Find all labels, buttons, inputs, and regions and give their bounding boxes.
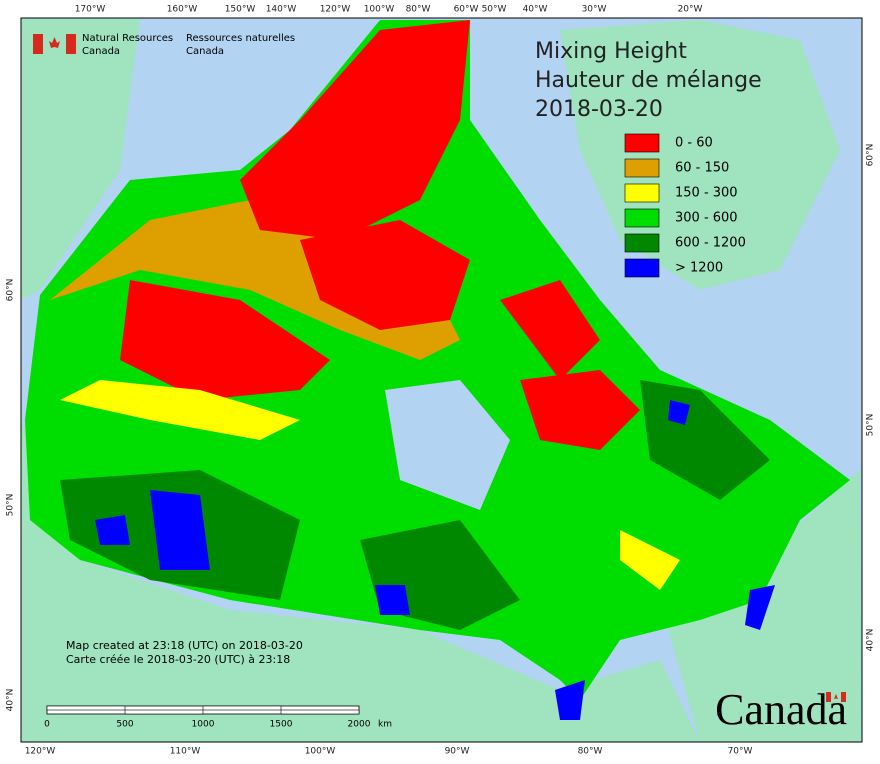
flag-logo [33,34,76,54]
longitude-label: 30°W [582,5,607,15]
latitude-label: 40°N [866,629,876,652]
longitude-label: 170°W [75,5,106,15]
longitude-label: 150°W [225,5,256,15]
map-title: Mixing Height [535,39,687,64]
longitude-label: 120°W [25,747,56,757]
org-name-en: Canada [82,46,120,57]
legend-swatch [624,133,660,153]
longitude-label: 40°W [523,5,548,15]
legend-label: 60 - 150 [675,161,729,176]
longitude-label: 100°W [305,747,336,757]
scale-label: 0 [44,720,50,730]
longitude-label: 60°W [454,5,479,15]
legend-label: 0 - 60 [675,136,713,151]
legend-swatch [624,183,660,203]
map-title: 2018-03-20 [535,97,663,122]
wordmark: Canada [715,685,847,734]
longitude-label: 80°W [406,5,431,15]
legend-swatch [624,208,660,228]
legend-swatch [624,158,660,178]
map-title: Hauteur de mélange [535,68,762,93]
longitude-label: 70°W [728,747,753,757]
scale-unit: km [378,720,392,730]
org-name-fr: Canada [186,46,224,57]
scale-bar [46,705,360,715]
legend: 0 - 60 60 - 150 150 - 300 300 - 600 600 - 12… [624,133,746,278]
legend-swatch [624,258,660,278]
scale-label: 500 [116,720,133,730]
legend-label: > 1200 [675,261,723,276]
org-name-en: Natural Resources [82,33,173,44]
longitude-label: 160°W [167,5,198,15]
scale-label: 1500 [270,720,293,730]
scale-label: 1000 [192,720,215,730]
map-border [20,17,863,743]
scale-label: 2000 [348,720,371,730]
latitude-label: 50°N [6,494,16,517]
longitude-label: 20°W [678,5,703,15]
wordmark-flag [826,692,846,702]
legend-swatch [624,233,660,253]
legend-label: 600 - 1200 [675,236,746,251]
org-name-fr: Ressources naturelles [186,33,295,44]
longitude-label: 50°W [482,5,507,15]
map-note: Carte créée le 2018-03-20 (UTC) à 23:18 [66,653,290,666]
legend-label: 150 - 300 [675,186,738,201]
map-note: Map created at 23:18 (UTC) on 2018-03-20 [66,639,303,652]
longitude-label: 80°W [578,747,603,757]
latitude-label: 60°N [6,279,16,302]
legend-label: 300 - 600 [675,211,738,226]
latitude-label: 50°N [866,414,876,437]
latitude-label: 40°N [6,689,16,712]
longitude-label: 120°W [320,5,351,15]
longitude-label: 100°W [364,5,395,15]
longitude-label: 90°W [445,747,470,757]
basemap [21,18,862,742]
longitude-label: 140°W [266,5,297,15]
latitude-label: 60°N [866,144,876,167]
longitude-label: 110°W [170,747,201,757]
